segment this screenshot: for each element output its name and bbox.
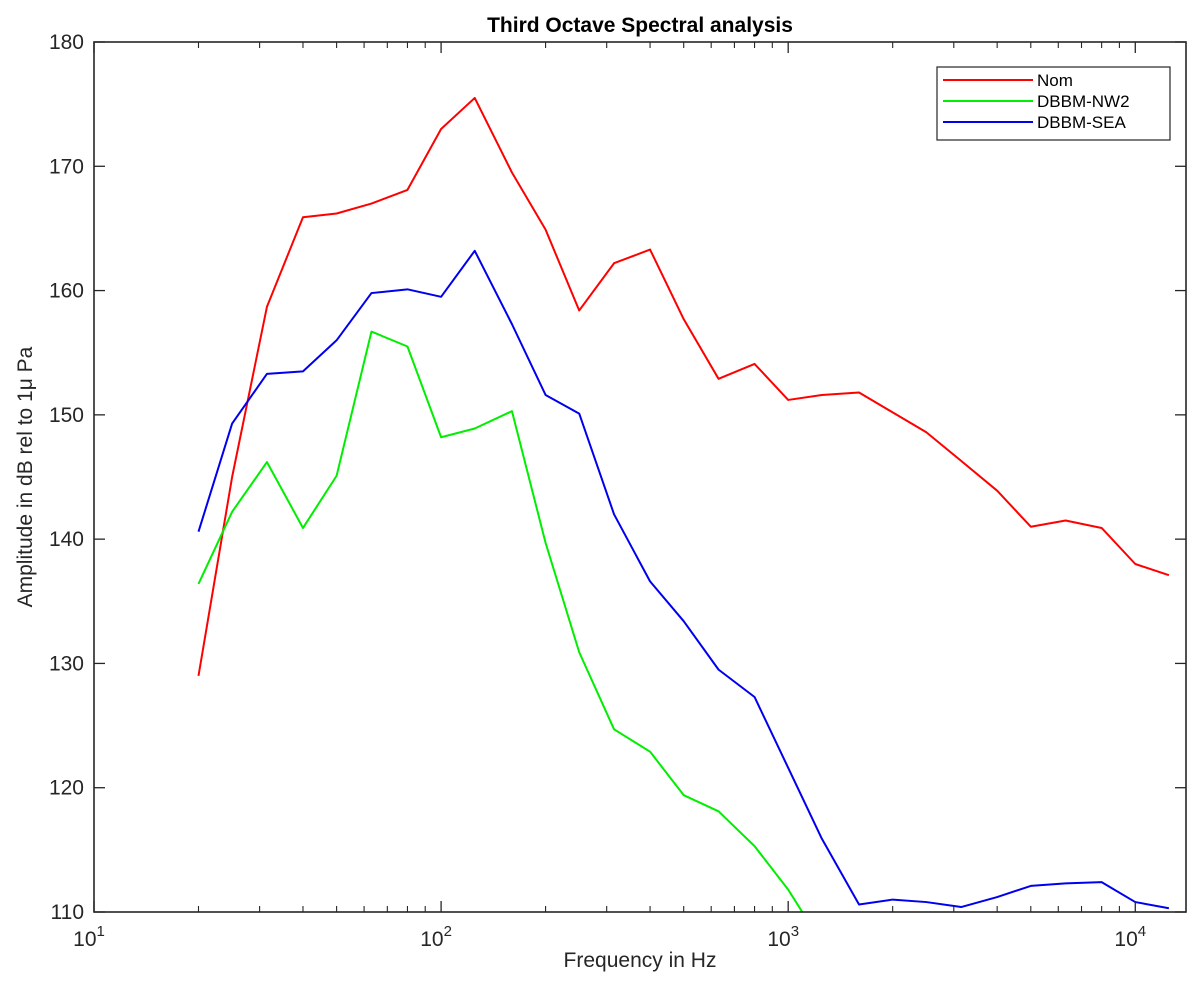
y-tick-label: 130 [49,652,84,675]
y-axis-label: Amplitude in dB rel to 1μ Pa [14,346,37,607]
x-tick-label: 102 [420,923,452,951]
series-line-nom [197,96,1170,677]
y-tick-label: 180 [49,31,84,54]
x-tick-label: 101 [73,923,105,951]
plot-area [94,42,1186,912]
y-tick-label: 110 [51,901,84,924]
series-layer [197,96,1170,912]
x-axis-label: Frequency in Hz [564,949,717,972]
x-tick-label: 103 [767,923,799,951]
legend: Nom DBBM-NW2 DBBM-SEA [936,66,1171,141]
y-tick-label: 160 [49,280,84,303]
y-tick-label: 170 [49,155,84,178]
y-tick-label: 140 [49,528,84,551]
y-tick-label: 150 [49,404,84,427]
axes-box [93,41,1187,913]
legend-label: Nom [1037,71,1073,90]
tick-label-layer: 101 102 103 104 110 120 130 140 150 160 170 180 [49,31,1146,951]
legend-entries: Nom DBBM-NW2 DBBM-SEA [943,71,1130,132]
tick-layer [93,41,1186,913]
legend-label: DBBM-NW2 [1037,92,1130,111]
legend-label: DBBM-SEA [1037,113,1126,132]
x-tick-label: 104 [1114,923,1146,951]
series-line-dbbm-nw2 [197,330,804,912]
y-tick-label: 120 [49,777,84,800]
chart-title: Third Octave Spectral analysis [487,14,793,37]
series-line-dbbm-sea [197,249,1170,910]
